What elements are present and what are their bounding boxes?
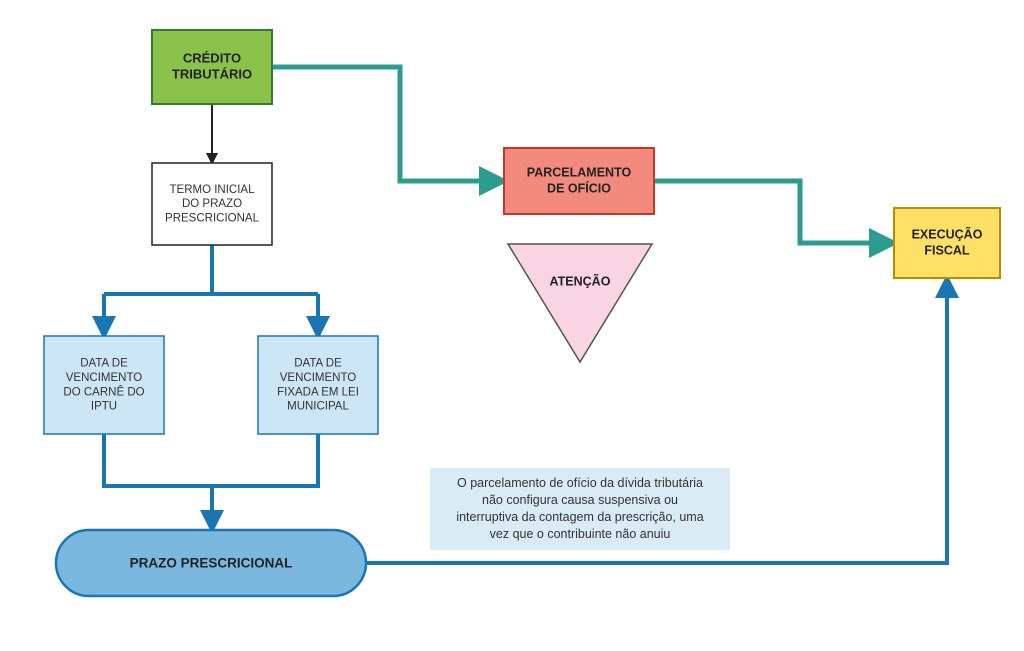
node-atencao-label: ATENÇÃO <box>550 273 611 288</box>
node-data_lei-line-1: VENCIMENTO <box>280 372 357 384</box>
node-data_carne-line-0: DATA DE <box>80 358 128 370</box>
node-data_lei-line-3: MUNICIPAL <box>287 401 349 413</box>
node-note: O parcelamento de ofício da dívida tribu… <box>430 468 730 550</box>
node-execucao-line-0: EXECUÇÃO <box>912 227 983 242</box>
node-data_carne: DATA DE VENCIMENTODO CARNÊ DO IPTU <box>44 336 164 434</box>
node-termo-line-0: TERMO INICIAL <box>170 184 256 196</box>
node-parcelamento-line-0: PARCELAMENTO <box>527 166 632 180</box>
edge-credito-to-parcelamento <box>272 67 504 181</box>
node-data_lei: DATA DE VENCIMENTO FIXADA EM LEI MUNICIPAL <box>258 336 378 434</box>
node-execucao: EXECUÇÃOFISCAL <box>894 208 1000 278</box>
node-credito: CRÉDITO TRIBUTÁRIO <box>152 30 272 104</box>
node-parcelamento-line-1: DE OFÍCIO <box>547 180 611 195</box>
edge-carne-down <box>104 434 212 486</box>
node-data_lei-line-0: DATA DE <box>294 358 342 370</box>
edge-parcelamento-to-execucao <box>654 181 894 243</box>
edge-lei-down <box>212 434 318 486</box>
node-data_carne-line-2: DO CARNÊ DO <box>63 385 144 398</box>
node-note-line-2: interruptiva da contagem da prescrição, … <box>456 510 703 524</box>
node-note-line-1: não configura causa suspensiva ou <box>482 493 678 507</box>
node-parcelamento: PARCELAMENTODE OFÍCIO <box>504 148 654 214</box>
node-termo: TERMO INICIAL DO PRAZO PRESCRICIONAL <box>152 163 272 245</box>
node-prazo-label: PRAZO PRESCRICIONAL <box>130 556 293 571</box>
node-data_carne-line-3: IPTU <box>91 401 117 413</box>
node-data_lei-line-2: FIXADA EM LEI <box>277 386 359 398</box>
edge-termo-branch <box>104 245 212 294</box>
node-execucao-line-1: FISCAL <box>924 243 970 257</box>
node-prazo: PRAZO PRESCRICIONAL <box>56 530 366 596</box>
node-note-line-3: vez que o contribuinte não anuiu <box>490 527 671 541</box>
node-atencao: ATENÇÃO <box>508 244 652 362</box>
node-note-line-0: O parcelamento de ofício da dívida tribu… <box>457 476 703 490</box>
node-credito-line-0: CRÉDITO <box>183 50 241 65</box>
node-termo-line-2: PRESCRICIONAL <box>165 213 260 225</box>
node-data_carne-line-1: VENCIMENTO <box>66 372 143 384</box>
node-termo-line-1: DO PRAZO <box>182 198 242 210</box>
node-credito-line-1: TRIBUTÁRIO <box>172 67 252 82</box>
